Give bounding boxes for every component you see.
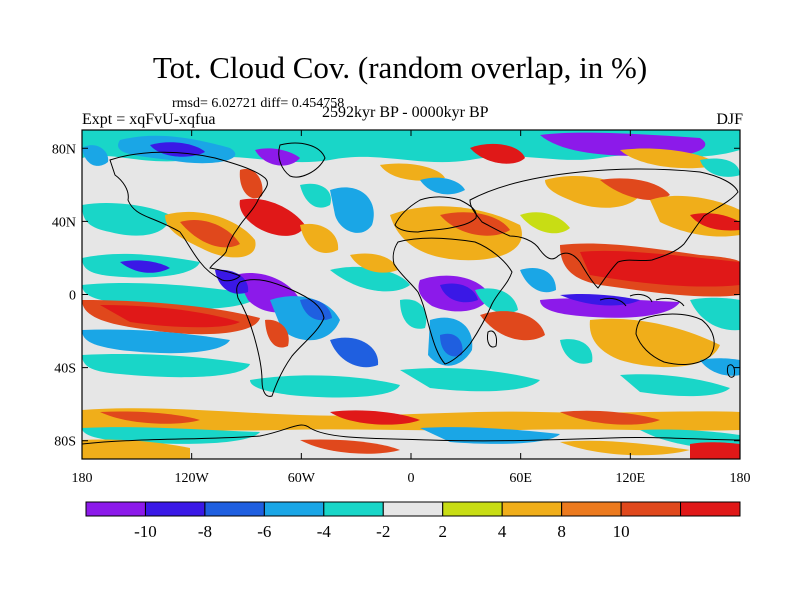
lat-tick-label: 40N bbox=[52, 215, 76, 230]
lat-tick-label: 80N bbox=[52, 142, 76, 157]
colorbar-swatch bbox=[680, 501, 741, 517]
colorbar-label: 8 bbox=[557, 522, 566, 541]
longitude-axis: 180 120W 60W 0 60E 120E 180 bbox=[72, 130, 751, 486]
lon-tick-label: 60W bbox=[288, 471, 316, 486]
lon-tick-label: 120E bbox=[616, 471, 646, 486]
colorbar: -10 -8 -6 -4 -2 2 4 8 10 bbox=[85, 501, 741, 541]
coastlines bbox=[82, 142, 740, 445]
colorbar-label: -6 bbox=[257, 522, 271, 541]
anomaly-field bbox=[82, 130, 740, 459]
colorbar-swatch bbox=[144, 501, 206, 517]
colorbar-swatch bbox=[501, 501, 563, 517]
lat-tick-label: 0 bbox=[69, 289, 76, 304]
rmsd-diff-stats: rmsd= 6.02721 diff= 0.454758 bbox=[172, 96, 345, 111]
colorbar-label: 4 bbox=[498, 522, 507, 541]
colorbar-swatch bbox=[382, 501, 444, 517]
colorbar-swatch bbox=[85, 501, 146, 517]
plot-title: Tot. Cloud Cov. (random overlap, in %) bbox=[152, 50, 648, 85]
colorbar-label: 2 bbox=[438, 522, 447, 541]
lon-tick-label: 180 bbox=[730, 471, 751, 486]
lat-tick-label: 80S bbox=[54, 435, 76, 450]
lon-tick-label: 180 bbox=[72, 471, 93, 486]
season-label: DJF bbox=[716, 111, 743, 128]
lon-tick-label: 120W bbox=[175, 471, 210, 486]
colorbar-swatch bbox=[620, 501, 682, 517]
period-label: 2592kyr BP - 0000kyr BP bbox=[322, 104, 489, 121]
colorbar-label: 10 bbox=[613, 522, 630, 541]
colorbar-swatch bbox=[561, 501, 622, 517]
lon-tick-label: 0 bbox=[408, 471, 415, 486]
colorbar-swatch bbox=[263, 501, 325, 517]
colorbar-label: -2 bbox=[376, 522, 390, 541]
experiment-label: Expt = xqFvU-xqfua bbox=[82, 111, 216, 128]
colorbar-label: -4 bbox=[317, 522, 332, 541]
colorbar-swatch bbox=[323, 501, 384, 517]
lon-tick-label: 60E bbox=[509, 471, 532, 486]
colorbar-swatch bbox=[204, 501, 265, 517]
colorbar-label: -8 bbox=[198, 522, 212, 541]
colorbar-label: -10 bbox=[134, 522, 157, 541]
colorbar-swatch bbox=[442, 501, 503, 517]
latitude-axis: 80N 40N 0 40S 80S bbox=[52, 142, 740, 450]
lat-tick-label: 40S bbox=[54, 362, 76, 377]
